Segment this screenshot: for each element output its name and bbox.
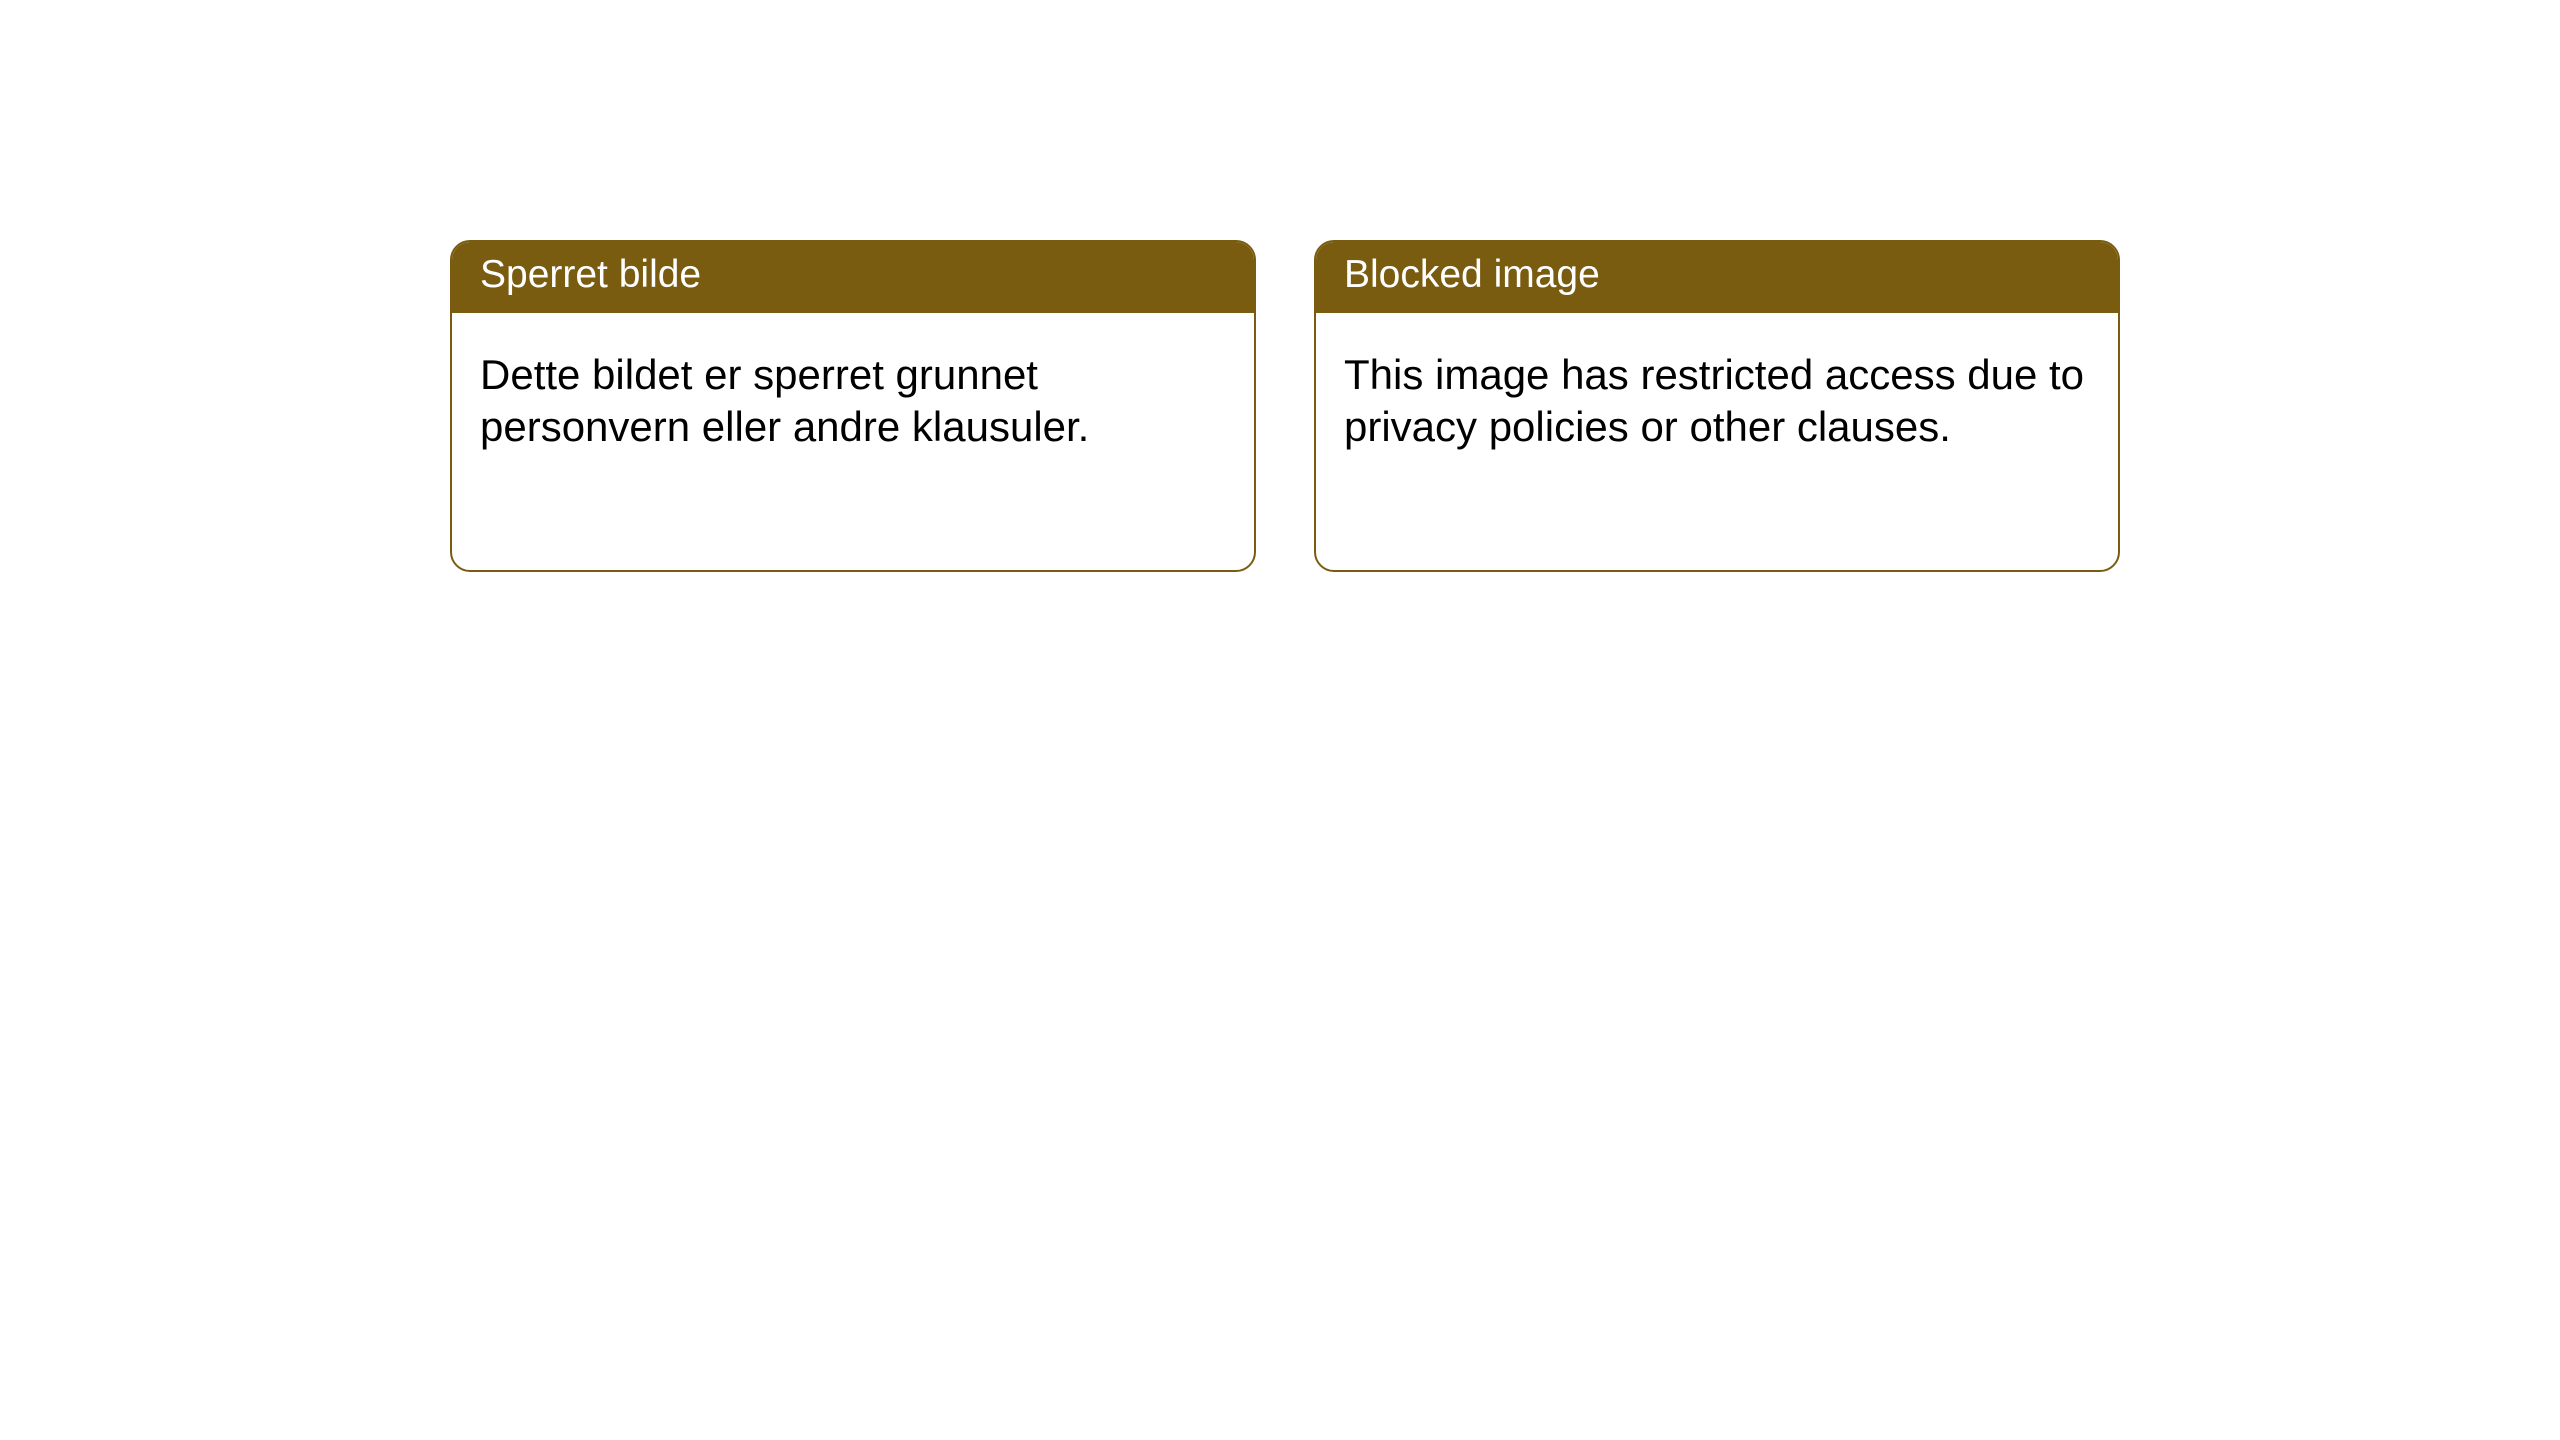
notice-title: Sperret bilde — [452, 242, 1254, 313]
notice-card-en: Blocked image This image has restricted … — [1314, 240, 2120, 572]
notice-card-no: Sperret bilde Dette bildet er sperret gr… — [450, 240, 1256, 572]
notice-title: Blocked image — [1316, 242, 2118, 313]
notice-container: Sperret bilde Dette bildet er sperret gr… — [0, 0, 2560, 572]
notice-body: This image has restricted access due to … — [1316, 313, 2118, 482]
notice-body: Dette bildet er sperret grunnet personve… — [452, 313, 1254, 482]
